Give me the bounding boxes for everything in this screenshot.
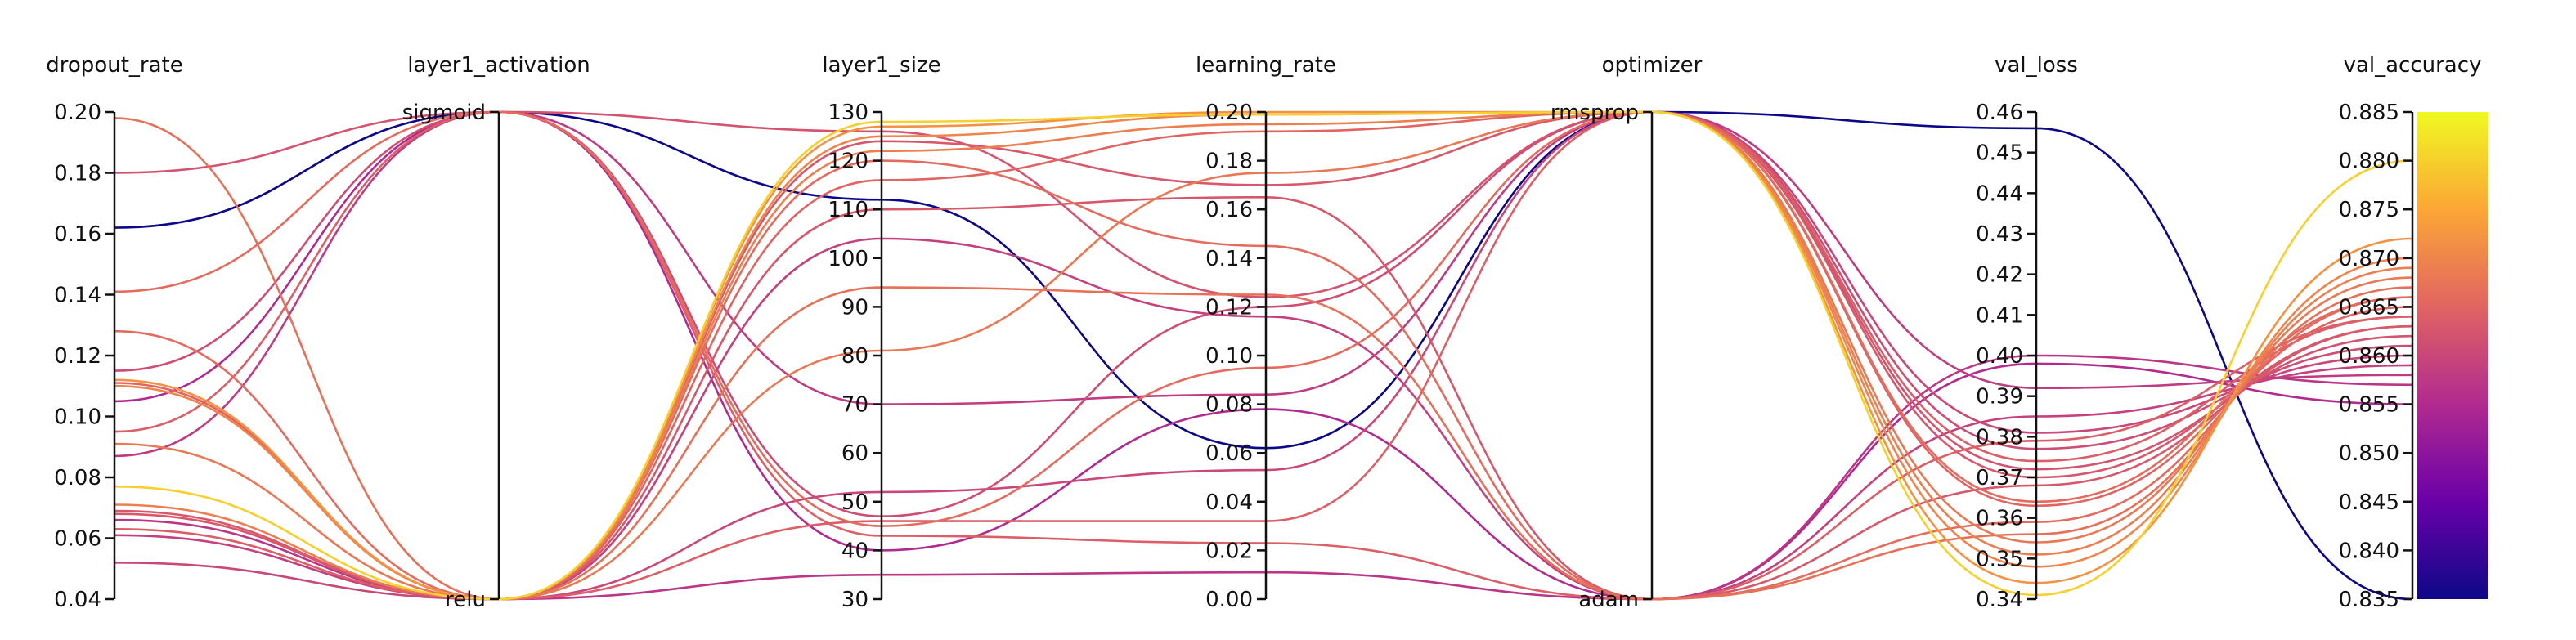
tick-label: 0.00 bbox=[1205, 588, 1253, 612]
axis-learning-rate: learning_rate 0.00 0.02 0.04 0.06 0.08 0.10 0.1… bbox=[1196, 53, 1336, 612]
tick-label: 0.865 bbox=[2339, 295, 2399, 320]
tick-label: 0.08 bbox=[54, 466, 101, 490]
tick-label: 50 bbox=[841, 490, 868, 515]
tick-label: 0.875 bbox=[2339, 198, 2399, 222]
tick-label: 0.16 bbox=[1205, 198, 1253, 222]
tick-label: 120 bbox=[828, 150, 868, 174]
axis-optimizer: optimizer adam rmsprop bbox=[1551, 53, 1703, 612]
tick-label: 0.860 bbox=[2339, 344, 2399, 369]
tick-label: 0.08 bbox=[1205, 393, 1253, 418]
tick-label: 0.20 bbox=[54, 101, 101, 125]
tick-label: 90 bbox=[841, 295, 868, 320]
tick-label: 0.46 bbox=[1976, 101, 2023, 125]
tick-label: 0.18 bbox=[1205, 150, 1253, 174]
tick-label: 0.40 bbox=[1976, 344, 2023, 369]
axis-title: layer1_activation bbox=[407, 53, 590, 78]
tick-label: 0.835 bbox=[2339, 588, 2399, 612]
axis-val-accuracy: val_accuracy 0.835 0.840 0.845 0.850 0.855 0.8… bbox=[2339, 53, 2482, 612]
tick-label: 0.06 bbox=[1205, 441, 1253, 466]
tick-label: 100 bbox=[828, 247, 868, 271]
tick-label: adam bbox=[1578, 588, 1639, 612]
tick-label: 0.14 bbox=[54, 284, 101, 308]
tick-label: 0.12 bbox=[1205, 295, 1253, 320]
tick-label: 70 bbox=[841, 393, 868, 418]
tick-label: 0.36 bbox=[1976, 507, 2023, 531]
series-line-4 bbox=[114, 237, 2413, 601]
tick-label: 0.06 bbox=[54, 527, 101, 552]
axis-layer1-size: layer1_size 30 40 50 60 70 80 90 100 110 120 130 bbox=[822, 53, 940, 612]
tick-label: 0.04 bbox=[54, 588, 101, 612]
series-line-14 bbox=[114, 159, 2413, 601]
tick-label: 0.845 bbox=[2339, 490, 2399, 515]
tick-label: 130 bbox=[828, 101, 868, 125]
tick-label: 0.02 bbox=[1205, 539, 1253, 563]
tick-label: 0.35 bbox=[1976, 547, 2023, 571]
tick-label: rmsprop bbox=[1551, 101, 1639, 125]
tick-label: 0.41 bbox=[1976, 303, 2023, 328]
axis-title: val_loss bbox=[1995, 53, 2078, 78]
axis-title: optimizer bbox=[1602, 53, 1703, 78]
tick-label: 0.37 bbox=[1976, 466, 2023, 490]
tick-label: 0.855 bbox=[2339, 393, 2399, 418]
tick-label: 0.10 bbox=[1205, 344, 1253, 369]
tick-label: 0.20 bbox=[1205, 101, 1253, 125]
tick-label: 0.10 bbox=[54, 405, 101, 430]
tick-label: 0.43 bbox=[1976, 222, 2023, 247]
tick-label: 0.12 bbox=[54, 344, 101, 369]
tick-label: 80 bbox=[841, 344, 868, 369]
tick-label: 30 bbox=[841, 588, 868, 612]
tick-label: 0.42 bbox=[1976, 263, 2023, 288]
tick-label: 110 bbox=[828, 198, 868, 222]
tick-label: 0.885 bbox=[2339, 101, 2399, 125]
colorbar-gradient bbox=[2417, 112, 2488, 599]
tick-label: 0.880 bbox=[2339, 150, 2399, 174]
series-line-12 bbox=[114, 110, 2413, 601]
tick-label: 0.870 bbox=[2339, 247, 2399, 271]
axis-dropout-rate: dropout_rate 0.04 0.06 0.08 0.10 0.12 0.14 0.16… bbox=[46, 53, 182, 612]
tick-label: relu bbox=[445, 588, 486, 612]
tick-label: 0.18 bbox=[54, 162, 101, 186]
tick-label: 40 bbox=[841, 539, 868, 563]
tick-label: 60 bbox=[841, 441, 868, 466]
series-line-16 bbox=[114, 117, 2413, 601]
tick-label: 0.34 bbox=[1976, 588, 2023, 612]
tick-label: 0.45 bbox=[1976, 141, 2023, 166]
tick-label: 0.14 bbox=[1205, 247, 1253, 271]
series-line-15 bbox=[114, 110, 2413, 527]
axis-title: dropout_rate bbox=[46, 53, 182, 78]
tick-label: sigmoid bbox=[402, 101, 486, 125]
tick-label: 0.38 bbox=[1976, 425, 2023, 450]
tick-label: 0.44 bbox=[1976, 181, 2023, 206]
axis-title: val_accuracy bbox=[2344, 53, 2482, 78]
tick-label: 0.16 bbox=[54, 222, 101, 247]
axis-title: layer1_size bbox=[822, 53, 940, 78]
series-line-21 bbox=[114, 110, 2413, 601]
tick-label: 0.39 bbox=[1976, 385, 2023, 410]
tick-label: 0.850 bbox=[2339, 441, 2399, 466]
axes: dropout_rate 0.04 0.06 0.08 0.10 0.12 0.14 0.16… bbox=[46, 53, 2481, 612]
colorbar bbox=[2417, 112, 2488, 599]
axis-title: learning_rate bbox=[1196, 53, 1336, 78]
tick-label: 0.04 bbox=[1205, 490, 1253, 515]
axis-val-loss: val_loss 0.34 0.35 0.36 0.37 0.38 0.39 0.40 0.41… bbox=[1976, 53, 2078, 612]
tick-label: 0.840 bbox=[2339, 539, 2399, 563]
